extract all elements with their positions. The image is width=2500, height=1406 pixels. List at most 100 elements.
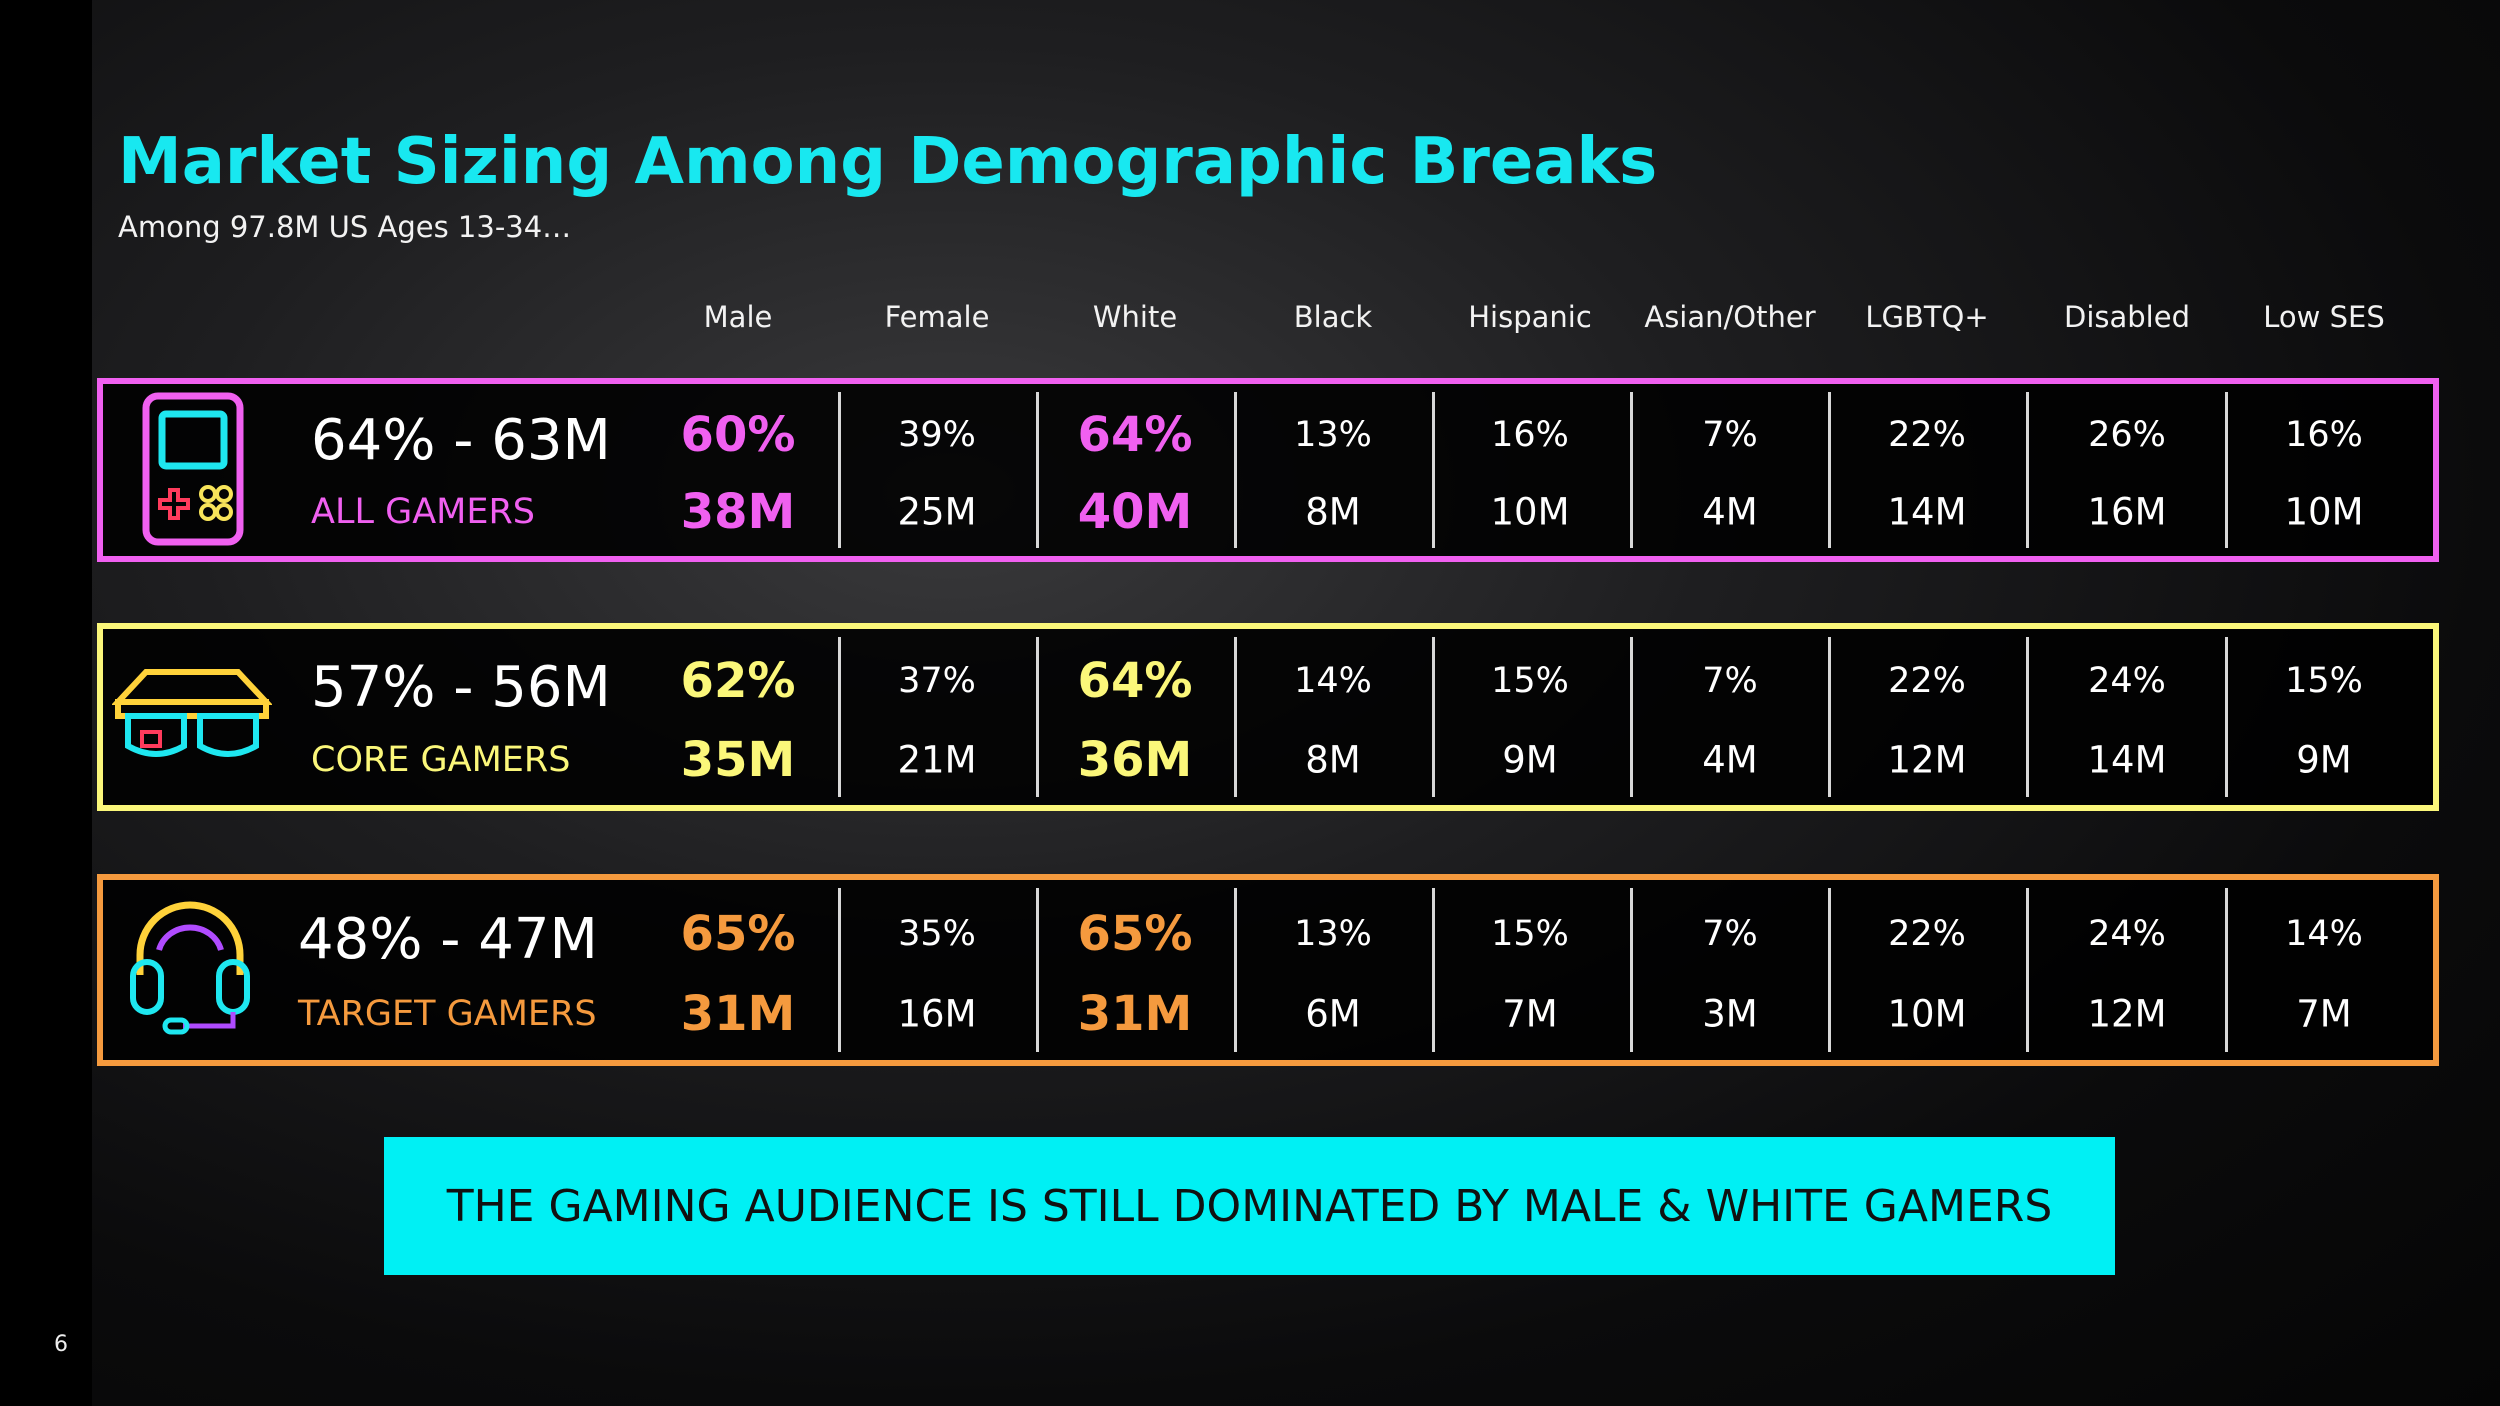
row-summary: 64% - 63M xyxy=(311,408,611,474)
cell-value: 3M xyxy=(1702,992,1758,1036)
column-header: Male xyxy=(703,300,773,334)
cell-percent: 16% xyxy=(1491,415,1569,456)
row-icon xyxy=(111,662,273,776)
column-header: Black xyxy=(1293,300,1373,334)
row-icon xyxy=(138,390,248,554)
cell-value: 14M xyxy=(1887,490,1967,534)
column-divider xyxy=(838,637,841,797)
cell-value: 10M xyxy=(1490,490,1570,534)
column-divider xyxy=(1036,637,1039,797)
cell-value: 38M xyxy=(680,484,796,541)
cell-percent: 60% xyxy=(680,407,796,464)
row-summary: 48% - 47M xyxy=(298,907,598,973)
cell-percent: 62% xyxy=(680,653,796,710)
cell-value: 7M xyxy=(1502,992,1558,1036)
cell-value: 12M xyxy=(2087,992,2167,1036)
column-divider xyxy=(1234,888,1237,1052)
column-divider xyxy=(1828,637,1831,797)
cell-value: 31M xyxy=(1077,986,1193,1043)
column-divider xyxy=(2026,888,2029,1052)
column-divider xyxy=(1234,392,1237,548)
cell-percent: 22% xyxy=(1888,913,1966,954)
cell-percent: 15% xyxy=(2285,661,2363,702)
cell-value: 16M xyxy=(2087,490,2167,534)
cell-percent: 15% xyxy=(1491,913,1569,954)
column-divider xyxy=(2225,888,2228,1052)
cell-percent: 65% xyxy=(680,905,796,962)
column-divider xyxy=(1432,888,1435,1052)
cell-percent: 13% xyxy=(1294,415,1372,456)
row-box xyxy=(97,623,2439,811)
cell-percent: 22% xyxy=(1888,661,1966,702)
cell-percent: 7% xyxy=(1702,415,1758,456)
cell-percent: 64% xyxy=(1077,653,1193,710)
cell-value: 8M xyxy=(1305,738,1361,782)
row-label: ALL GAMERS xyxy=(311,492,535,533)
column-divider xyxy=(1036,392,1039,548)
cell-value: 4M xyxy=(1702,738,1758,782)
cell-percent: 15% xyxy=(1491,661,1569,702)
cell-percent: 24% xyxy=(2088,913,2166,954)
column-divider xyxy=(1630,888,1633,1052)
column-divider xyxy=(2225,637,2228,797)
column-divider xyxy=(1630,637,1633,797)
cell-percent: 26% xyxy=(2088,415,2166,456)
cell-percent: 14% xyxy=(1294,661,1372,702)
column-header: LGBTQ+ xyxy=(1865,300,1989,334)
column-divider xyxy=(1828,392,1831,548)
cell-value: 16M xyxy=(897,992,977,1036)
cell-value: 9M xyxy=(2296,738,2352,782)
column-divider xyxy=(2026,637,2029,797)
cell-value: 12M xyxy=(1887,738,1967,782)
cell-value: 6M xyxy=(1305,992,1361,1036)
cell-value: 35M xyxy=(680,732,796,789)
cell-percent: 22% xyxy=(1888,415,1966,456)
cell-value: 7M xyxy=(2296,992,2352,1036)
row-icon xyxy=(125,890,255,1054)
cell-percent: 39% xyxy=(898,415,976,456)
cell-value: 8M xyxy=(1305,490,1361,534)
cell-value: 25M xyxy=(897,490,977,534)
cell-percent: 35% xyxy=(898,913,976,954)
column-header: Female xyxy=(884,300,990,334)
cell-value: 10M xyxy=(2284,490,2364,534)
cell-percent: 16% xyxy=(2285,415,2363,456)
cell-value: 21M xyxy=(897,738,977,782)
row-label: CORE GAMERS xyxy=(311,740,571,781)
cell-percent: 14% xyxy=(2285,913,2363,954)
column-divider xyxy=(2225,392,2228,548)
page-number: 6 xyxy=(54,1332,68,1357)
cell-percent: 65% xyxy=(1077,905,1193,962)
cell-percent: 64% xyxy=(1077,407,1193,464)
column-header: Hispanic xyxy=(1468,300,1592,334)
cell-percent: 13% xyxy=(1294,913,1372,954)
cell-value: 4M xyxy=(1702,490,1758,534)
column-header: Disabled xyxy=(2064,300,2190,334)
column-divider xyxy=(1432,637,1435,797)
cell-value: 14M xyxy=(2087,738,2167,782)
column-divider xyxy=(1432,392,1435,548)
cell-value: 36M xyxy=(1077,732,1193,789)
column-header: Low SES xyxy=(2263,300,2385,334)
callout: THE GAMING AUDIENCE IS STILL DOMINATED B… xyxy=(384,1137,2115,1275)
column-divider xyxy=(838,392,841,548)
column-divider xyxy=(838,888,841,1052)
column-divider xyxy=(1036,888,1039,1052)
column-header: Asian/Other xyxy=(1644,300,1816,334)
row-summary: 57% - 56M xyxy=(311,654,611,720)
column-divider xyxy=(1234,637,1237,797)
column-divider xyxy=(1828,888,1831,1052)
column-divider xyxy=(1630,392,1633,548)
left-strip xyxy=(0,0,92,1406)
cell-percent: 7% xyxy=(1702,913,1758,954)
subtitle: Among 97.8M US Ages 13-34… xyxy=(118,210,572,244)
cell-value: 40M xyxy=(1077,484,1193,541)
cell-percent: 37% xyxy=(898,661,976,702)
cell-value: 31M xyxy=(680,986,796,1043)
column-header: White xyxy=(1092,300,1178,334)
row-box xyxy=(97,874,2439,1066)
cell-value: 9M xyxy=(1502,738,1558,782)
row-label: TARGET GAMERS xyxy=(298,994,597,1035)
title: Market Sizing Among Demographic Breaks xyxy=(118,125,1658,199)
cell-percent: 24% xyxy=(2088,661,2166,702)
